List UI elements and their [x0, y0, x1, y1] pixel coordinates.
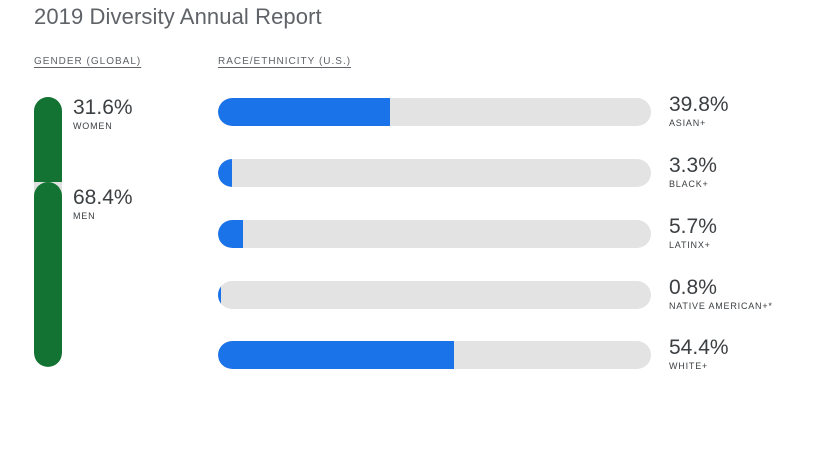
gender-section-heading: GENDER (GLOBAL)	[34, 56, 142, 67]
gender-percent-men: 68.4%	[73, 186, 133, 209]
race-bar-track	[218, 159, 651, 187]
race-label-native-american: 0.8% NATIVE AMERICAN+*	[669, 277, 773, 311]
page-title: 2019 Diversity Annual Report	[34, 4, 322, 29]
race-name-asian: ASIAN+	[669, 118, 707, 128]
race-bar-track	[218, 281, 651, 309]
race-percent-white: 54.4%	[669, 336, 729, 359]
race-bar-track	[218, 220, 651, 248]
gender-label-women: 31.6% WOMEN	[73, 97, 133, 131]
race-label-black: 3.3% BLACK+	[669, 155, 717, 189]
race-section-heading: RACE/ETHNICITY (U.S.)	[218, 56, 352, 67]
race-bar-latinx	[218, 220, 243, 248]
race-percent-asian: 39.8%	[669, 93, 729, 116]
gender-bar-men	[34, 182, 62, 367]
race-bar-track	[218, 98, 651, 126]
race-percent-black: 3.3%	[669, 154, 717, 177]
gender-name-women: WOMEN	[73, 121, 113, 131]
race-name-native-american: NATIVE AMERICAN+*	[669, 301, 773, 311]
race-label-white: 54.4% WHITE+	[669, 337, 729, 371]
race-label-latinx: 5.7% LATINX+	[669, 216, 717, 250]
race-name-black: BLACK+	[669, 179, 709, 189]
race-bar-asian	[218, 98, 391, 126]
race-bar-white	[218, 341, 454, 369]
race-percent-native-american: 0.8%	[669, 276, 717, 299]
race-name-white: WHITE+	[669, 361, 709, 371]
gender-percent-women: 31.6%	[73, 96, 133, 119]
race-bar-track	[218, 341, 651, 369]
race-label-asian: 39.8% ASIAN+	[669, 94, 729, 128]
gender-bar-track	[34, 97, 62, 367]
gender-name-men: MEN	[73, 211, 96, 221]
race-bar-native-american	[218, 281, 222, 309]
race-name-latinx: LATINX+	[669, 240, 711, 250]
race-bar-black	[218, 159, 233, 187]
gender-bar-women	[34, 97, 62, 183]
race-percent-latinx: 5.7%	[669, 215, 717, 238]
gender-label-men: 68.4% MEN	[73, 187, 133, 221]
